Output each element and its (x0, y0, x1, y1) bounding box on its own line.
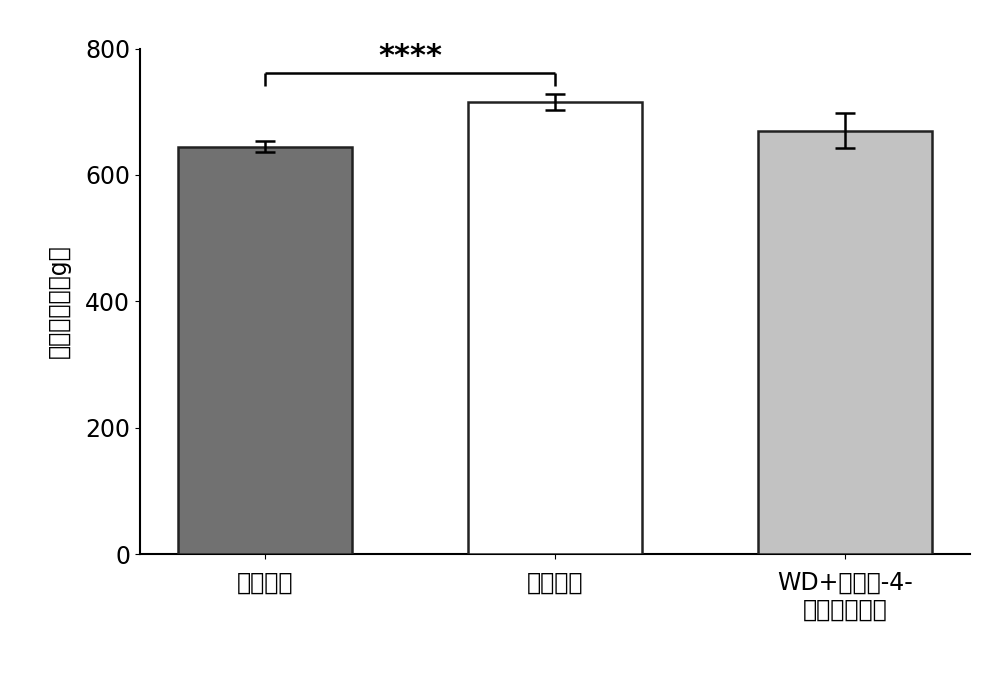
Y-axis label: 预处理体重（g）: 预处理体重（g） (47, 245, 71, 358)
Bar (468, 103, 642, 554)
Text: ****: **** (378, 42, 442, 71)
Bar (178, 146, 352, 554)
Bar (758, 131, 932, 554)
